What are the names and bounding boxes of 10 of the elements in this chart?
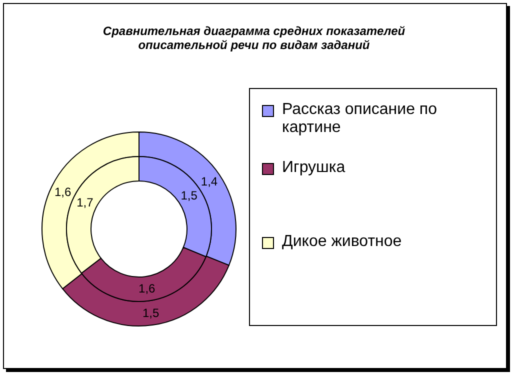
chart-title: Сравнительная диаграмма средних показателей описательной речи по видам заданий: [102, 24, 406, 52]
legend-label: Рассказ описание по картине: [282, 101, 438, 137]
data-label: 1,6: [54, 184, 72, 199]
data-label: 1,7: [76, 195, 94, 210]
legend-label: Игрушка: [282, 159, 346, 177]
data-label: 1,4: [200, 174, 218, 189]
legend-label: Дикое животное: [282, 233, 402, 251]
data-label: 1,5: [180, 188, 198, 203]
data-label: 1,6: [138, 282, 156, 296]
data-label: 1,5: [142, 306, 160, 320]
